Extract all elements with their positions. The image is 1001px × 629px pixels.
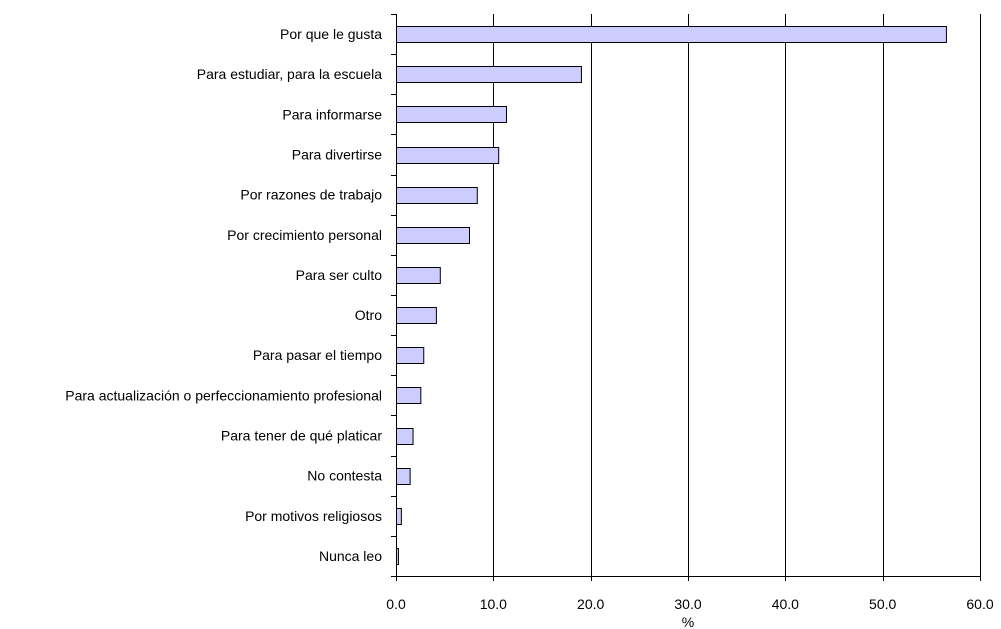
category-label: Otro (355, 307, 382, 323)
bar (396, 227, 470, 244)
x-tick-label: 50.0 (869, 596, 896, 612)
category-label: Por que le gusta (280, 26, 382, 42)
category-label: Para actualización o perfeccionamiento p… (65, 387, 382, 403)
bar (396, 267, 441, 284)
category-label: Para estudiar, para la escuela (197, 66, 382, 82)
x-tick-label: 40.0 (772, 596, 799, 612)
bar (396, 106, 507, 123)
bar (396, 147, 500, 164)
bar (396, 66, 582, 83)
bar (396, 468, 411, 485)
category-label: Para ser culto (296, 267, 383, 283)
x-tick-label: 20.0 (577, 596, 604, 612)
axes (391, 14, 981, 581)
category-label: Por razones de trabajo (240, 187, 382, 203)
gridlines (493, 14, 981, 576)
category-label: Para tener de qué platicar (221, 428, 382, 444)
x-tick-label: 60.0 (966, 596, 993, 612)
category-label: No contesta (307, 468, 382, 484)
bar (396, 508, 402, 525)
x-axis-label: % (682, 614, 694, 629)
category-label: Por motivos religiosos (245, 508, 382, 524)
bar (396, 307, 437, 324)
x-tick-label: 0.0 (386, 596, 406, 612)
bar (396, 387, 422, 404)
x-tick-label: 10.0 (480, 596, 507, 612)
bar (396, 347, 425, 364)
bar (396, 26, 947, 43)
category-label: Nunca leo (319, 548, 382, 564)
bar (396, 187, 478, 204)
category-labels: Por que le gusta Para estudiar, para la e… (65, 26, 382, 564)
x-tick-label: 30.0 (674, 596, 701, 612)
x-tick-labels: 0.0 10.0 20.0 30.0 40.0 50.0 60.0 (386, 596, 994, 612)
category-label: Por crecimiento personal (227, 227, 382, 243)
category-label: Para informarse (282, 106, 382, 122)
bars (396, 26, 947, 565)
category-label: Para divertirse (292, 147, 382, 163)
bar (396, 428, 414, 445)
category-label: Para pasar el tiempo (253, 347, 382, 363)
